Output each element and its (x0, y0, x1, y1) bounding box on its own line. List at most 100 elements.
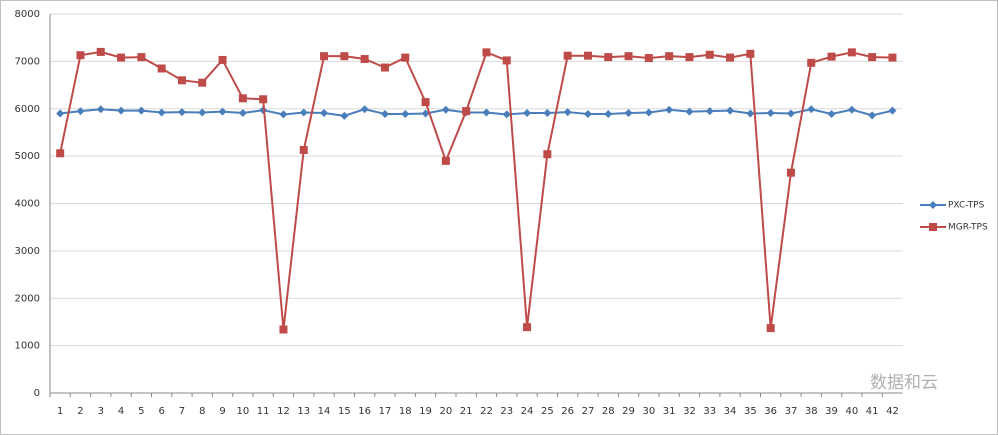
data-point (360, 55, 369, 64)
legend-label: MGR-TPS (948, 223, 988, 233)
data-point (624, 52, 633, 61)
x-tick-label: 1 (57, 406, 63, 417)
x-tick-label: 38 (805, 406, 818, 417)
x-tick-label: 28 (602, 406, 615, 417)
x-tick-label: 42 (886, 406, 899, 417)
data-point (726, 53, 735, 62)
data-point (96, 47, 105, 56)
data-point (482, 48, 491, 57)
y-tick-label: 1000 (15, 341, 40, 352)
data-point (177, 76, 186, 85)
data-point (665, 105, 674, 114)
data-point (583, 51, 592, 60)
y-tick-label: 4000 (15, 199, 40, 210)
data-point (523, 323, 532, 332)
x-tick-label: 21 (460, 406, 473, 417)
x-tick-label: 39 (825, 406, 838, 417)
x-tick-label: 6 (158, 406, 164, 417)
data-point (76, 107, 85, 116)
data-point (502, 110, 511, 119)
data-point (137, 53, 146, 62)
x-tick-label: 4 (118, 406, 124, 417)
data-point (462, 107, 471, 116)
data-point (56, 149, 65, 158)
data-point (868, 111, 877, 120)
data-point (157, 64, 166, 73)
y-tick-label: 2000 (15, 293, 40, 304)
data-point (441, 156, 450, 165)
data-point (786, 168, 795, 177)
x-tick-label: 20 (439, 406, 452, 417)
x-tick-label: 32 (683, 406, 696, 417)
data-point (360, 105, 369, 114)
data-point (746, 109, 755, 118)
x-tick-label: 3 (98, 406, 104, 417)
data-point (847, 48, 856, 57)
data-point (299, 145, 308, 154)
data-point (888, 106, 897, 115)
x-tick-label: 9 (219, 406, 225, 417)
x-tick-label: 31 (663, 406, 676, 417)
data-point (705, 107, 714, 116)
x-tick-label: 18 (399, 406, 412, 417)
x-tick-label: 15 (338, 406, 351, 417)
data-point (238, 109, 247, 118)
data-point (827, 52, 836, 61)
data-point (604, 53, 613, 62)
x-tick-label: 26 (561, 406, 574, 417)
y-tick-label: 8000 (15, 9, 40, 20)
x-tick-label: 37 (785, 406, 798, 417)
x-tick-label: 14 (318, 406, 331, 417)
data-point (807, 58, 816, 67)
data-point (380, 109, 389, 118)
data-point (421, 98, 430, 107)
data-point (726, 106, 735, 115)
data-point (482, 108, 491, 117)
data-point (157, 108, 166, 117)
data-point (56, 109, 65, 118)
legend-label: PXC-TPS (948, 201, 985, 211)
data-point (340, 111, 349, 120)
x-tick-label: 16 (358, 406, 371, 417)
data-point (401, 53, 410, 62)
data-point (96, 105, 105, 114)
data-point (523, 109, 532, 118)
x-tick-label: 34 (724, 406, 737, 417)
data-point (117, 106, 126, 115)
data-point (177, 108, 186, 117)
x-tick-label: 40 (845, 406, 858, 417)
x-tick-label: 17 (379, 406, 392, 417)
data-point (644, 108, 653, 117)
data-point (259, 95, 268, 104)
data-point (279, 110, 288, 119)
data-point (705, 50, 714, 59)
data-point (644, 54, 653, 63)
data-point (401, 109, 410, 118)
legend-marker (929, 223, 937, 231)
x-tick-label: 2 (77, 406, 83, 417)
x-tick-label: 41 (866, 406, 879, 417)
data-point (766, 324, 775, 333)
data-point (847, 105, 856, 114)
data-point (137, 106, 146, 115)
x-tick-label: 22 (480, 406, 493, 417)
y-tick-label: 0 (34, 388, 40, 399)
x-tick-label: 30 (642, 406, 655, 417)
data-point (198, 108, 207, 117)
data-point (543, 150, 552, 159)
data-point (320, 52, 329, 61)
x-tick-label: 36 (764, 406, 777, 417)
data-point (766, 109, 775, 118)
y-tick-label: 6000 (15, 104, 40, 115)
x-tick-label: 5 (138, 406, 144, 417)
data-point (888, 53, 897, 62)
x-tick-label: 13 (297, 406, 310, 417)
data-point (665, 52, 674, 61)
data-point (441, 105, 450, 114)
data-point (624, 109, 633, 118)
data-point (604, 109, 613, 118)
data-point (543, 109, 552, 118)
data-point (320, 109, 329, 118)
data-point (685, 107, 694, 116)
